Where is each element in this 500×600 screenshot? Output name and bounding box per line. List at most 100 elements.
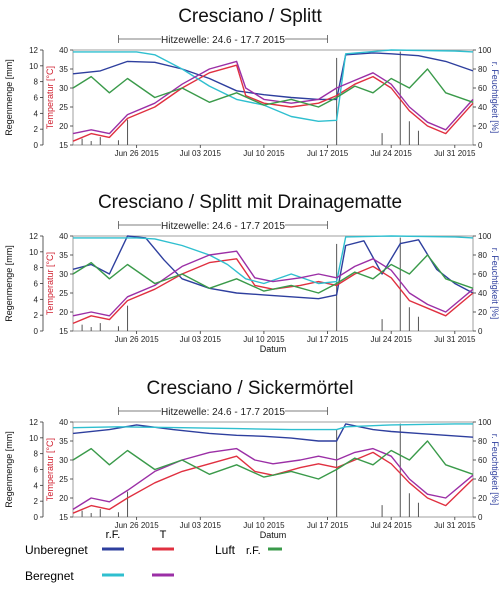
legend-row-unberegnet: Unberegnet [25,543,88,557]
rain-tick-label: 12 [29,46,38,55]
temp-tick-label: 25 [59,103,68,112]
series-line-ber_rf [72,423,473,431]
rain-tick-label: 6 [34,280,39,289]
rain-tick-label: 4 [34,295,39,304]
series-line-luft_rf [72,254,474,294]
series-line-ber_t [72,250,474,317]
rh-tick-label: 20 [478,494,487,503]
rain-tick-label: 10 [29,248,38,257]
rh-tick-label: 0 [478,141,483,150]
x-tick-label: Jul 03 2015 [180,149,222,158]
series-line-ber_t [72,447,474,510]
x-tick-label: Jul 31 2015 [434,335,476,344]
rain-tick-label: 8 [34,264,39,273]
series-line-unb_rf [72,52,474,101]
x-tick-label: Jul 17 2015 [307,335,349,344]
temp-tick-label: 40 [59,418,68,427]
rain-tick-label: 0 [34,513,39,522]
x-axis-label: Datum [260,530,287,540]
x-tick-label: Jul 24 2015 [370,521,412,530]
rain-tick-label: 6 [34,94,39,103]
legend-header-t: T [160,529,167,541]
x-tick-label: Jul 24 2015 [370,149,412,158]
rain-tick-label: 0 [34,141,39,150]
legend-luft-label: Luft [215,543,236,557]
temp-tick-label: 25 [59,475,68,484]
temp-tick-label: 35 [59,437,68,446]
x-tick-label: Jul 10 2015 [243,335,285,344]
temp-tick-label: 15 [59,513,68,522]
temp-tick-label: 30 [59,270,68,279]
rain-tick-label: 0 [34,327,39,336]
chart-panel-1: Cresciano / Splitt Hitzewelle: 24.6 - 17.… [4,6,500,158]
x-tick-label: Jul 10 2015 [243,149,285,158]
temp-tick-label: 30 [59,84,68,93]
y-axis-label-temp: Temperatur [°C] [45,66,55,129]
x-tick-label: Jul 24 2015 [370,335,412,344]
rain-tick-label: 4 [34,481,39,490]
series-line-ber_t [72,60,474,135]
x-tick-label: Jun 26 2015 [115,335,160,344]
plot-frame [72,421,474,518]
rh-tick-label: 60 [478,456,487,465]
rain-tick-label: 10 [29,62,38,71]
rain-tick-label: 8 [34,450,39,459]
y-axis-label-rain: Regenmenge [mm] [4,245,14,322]
temp-tick-label: 35 [59,65,68,74]
plot-frame [72,49,474,146]
rh-tick-label: 80 [478,251,487,260]
rain-tick-label: 8 [34,78,39,87]
temp-tick-label: 15 [59,141,68,150]
x-tick-label: Jul 31 2015 [434,521,476,530]
annotation-label-bg [161,404,285,417]
rh-tick-label: 40 [478,289,487,298]
temp-tick-label: 35 [59,251,68,260]
rh-tick-label: 80 [478,65,487,74]
rh-tick-label: 60 [478,270,487,279]
series-line-unb_t [72,258,474,325]
rh-tick-label: 80 [478,437,487,446]
rain-tick-label: 10 [29,434,38,443]
annotation-label: Hitzewelle: 24.6 - 17.7 2015 [161,407,285,418]
temp-tick-label: 30 [59,456,68,465]
chart-panel-3: Cresciano / Sickermörtel Hitzewelle: 24.6… [4,378,500,540]
series-line-luft_rf [72,68,474,108]
legend-header-rf: r.F. [106,529,121,541]
x-tick-label: Jun 26 2015 [115,521,160,530]
plot-frame [72,235,474,332]
chart-title: Cresciano / Splitt mit Drainagematte [98,192,402,213]
temp-tick-label: 40 [59,232,68,241]
series-line-ber_rf [73,49,474,123]
x-tick-label: Jul 03 2015 [180,335,222,344]
y-axis-label-rain: Regenmenge [mm] [4,59,14,136]
annotation-label-bg [161,218,285,231]
annotation-label: Hitzewelle: 24.6 - 17.7 2015 [161,221,285,232]
chart-panel-2: Cresciano / Splitt mit Drainagematte Hitz… [4,192,500,354]
rh-tick-label: 0 [478,513,483,522]
rh-tick-label: 0 [478,327,483,336]
y-axis-label-rh: r. Feuchtigkeit [%] [490,62,500,134]
legend-luft-rf-label: r.F. [246,545,261,557]
y-axis-label-temp: Temperatur [°C] [45,438,55,501]
rh-tick-label: 20 [478,308,487,317]
rh-tick-label: 100 [478,418,492,427]
temp-tick-label: 40 [59,46,68,55]
annotation-label: Hitzewelle: 24.6 - 17.7 2015 [161,35,285,46]
annotation-label-bg [161,32,285,45]
y-axis-label-rh: r. Feuchtigkeit [%] [490,248,500,320]
x-tick-label: Jul 03 2015 [180,521,222,530]
y-axis-label-temp: Temperatur [°C] [45,252,55,315]
rh-tick-label: 20 [478,122,487,131]
legend: r.F. T Unberegnet Beregnet Luft r.F. [25,529,282,583]
rh-tick-label: 60 [478,84,487,93]
rh-tick-label: 100 [478,46,492,55]
x-tick-label: Jul 17 2015 [307,521,349,530]
rh-tick-label: 100 [478,232,492,241]
temp-tick-label: 20 [59,494,68,503]
temp-tick-label: 20 [59,308,68,317]
rain-tick-label: 12 [29,232,38,241]
x-axis-label: Datum [260,344,287,354]
temp-tick-label: 25 [59,289,68,298]
series-line-ber_rf [73,235,474,285]
